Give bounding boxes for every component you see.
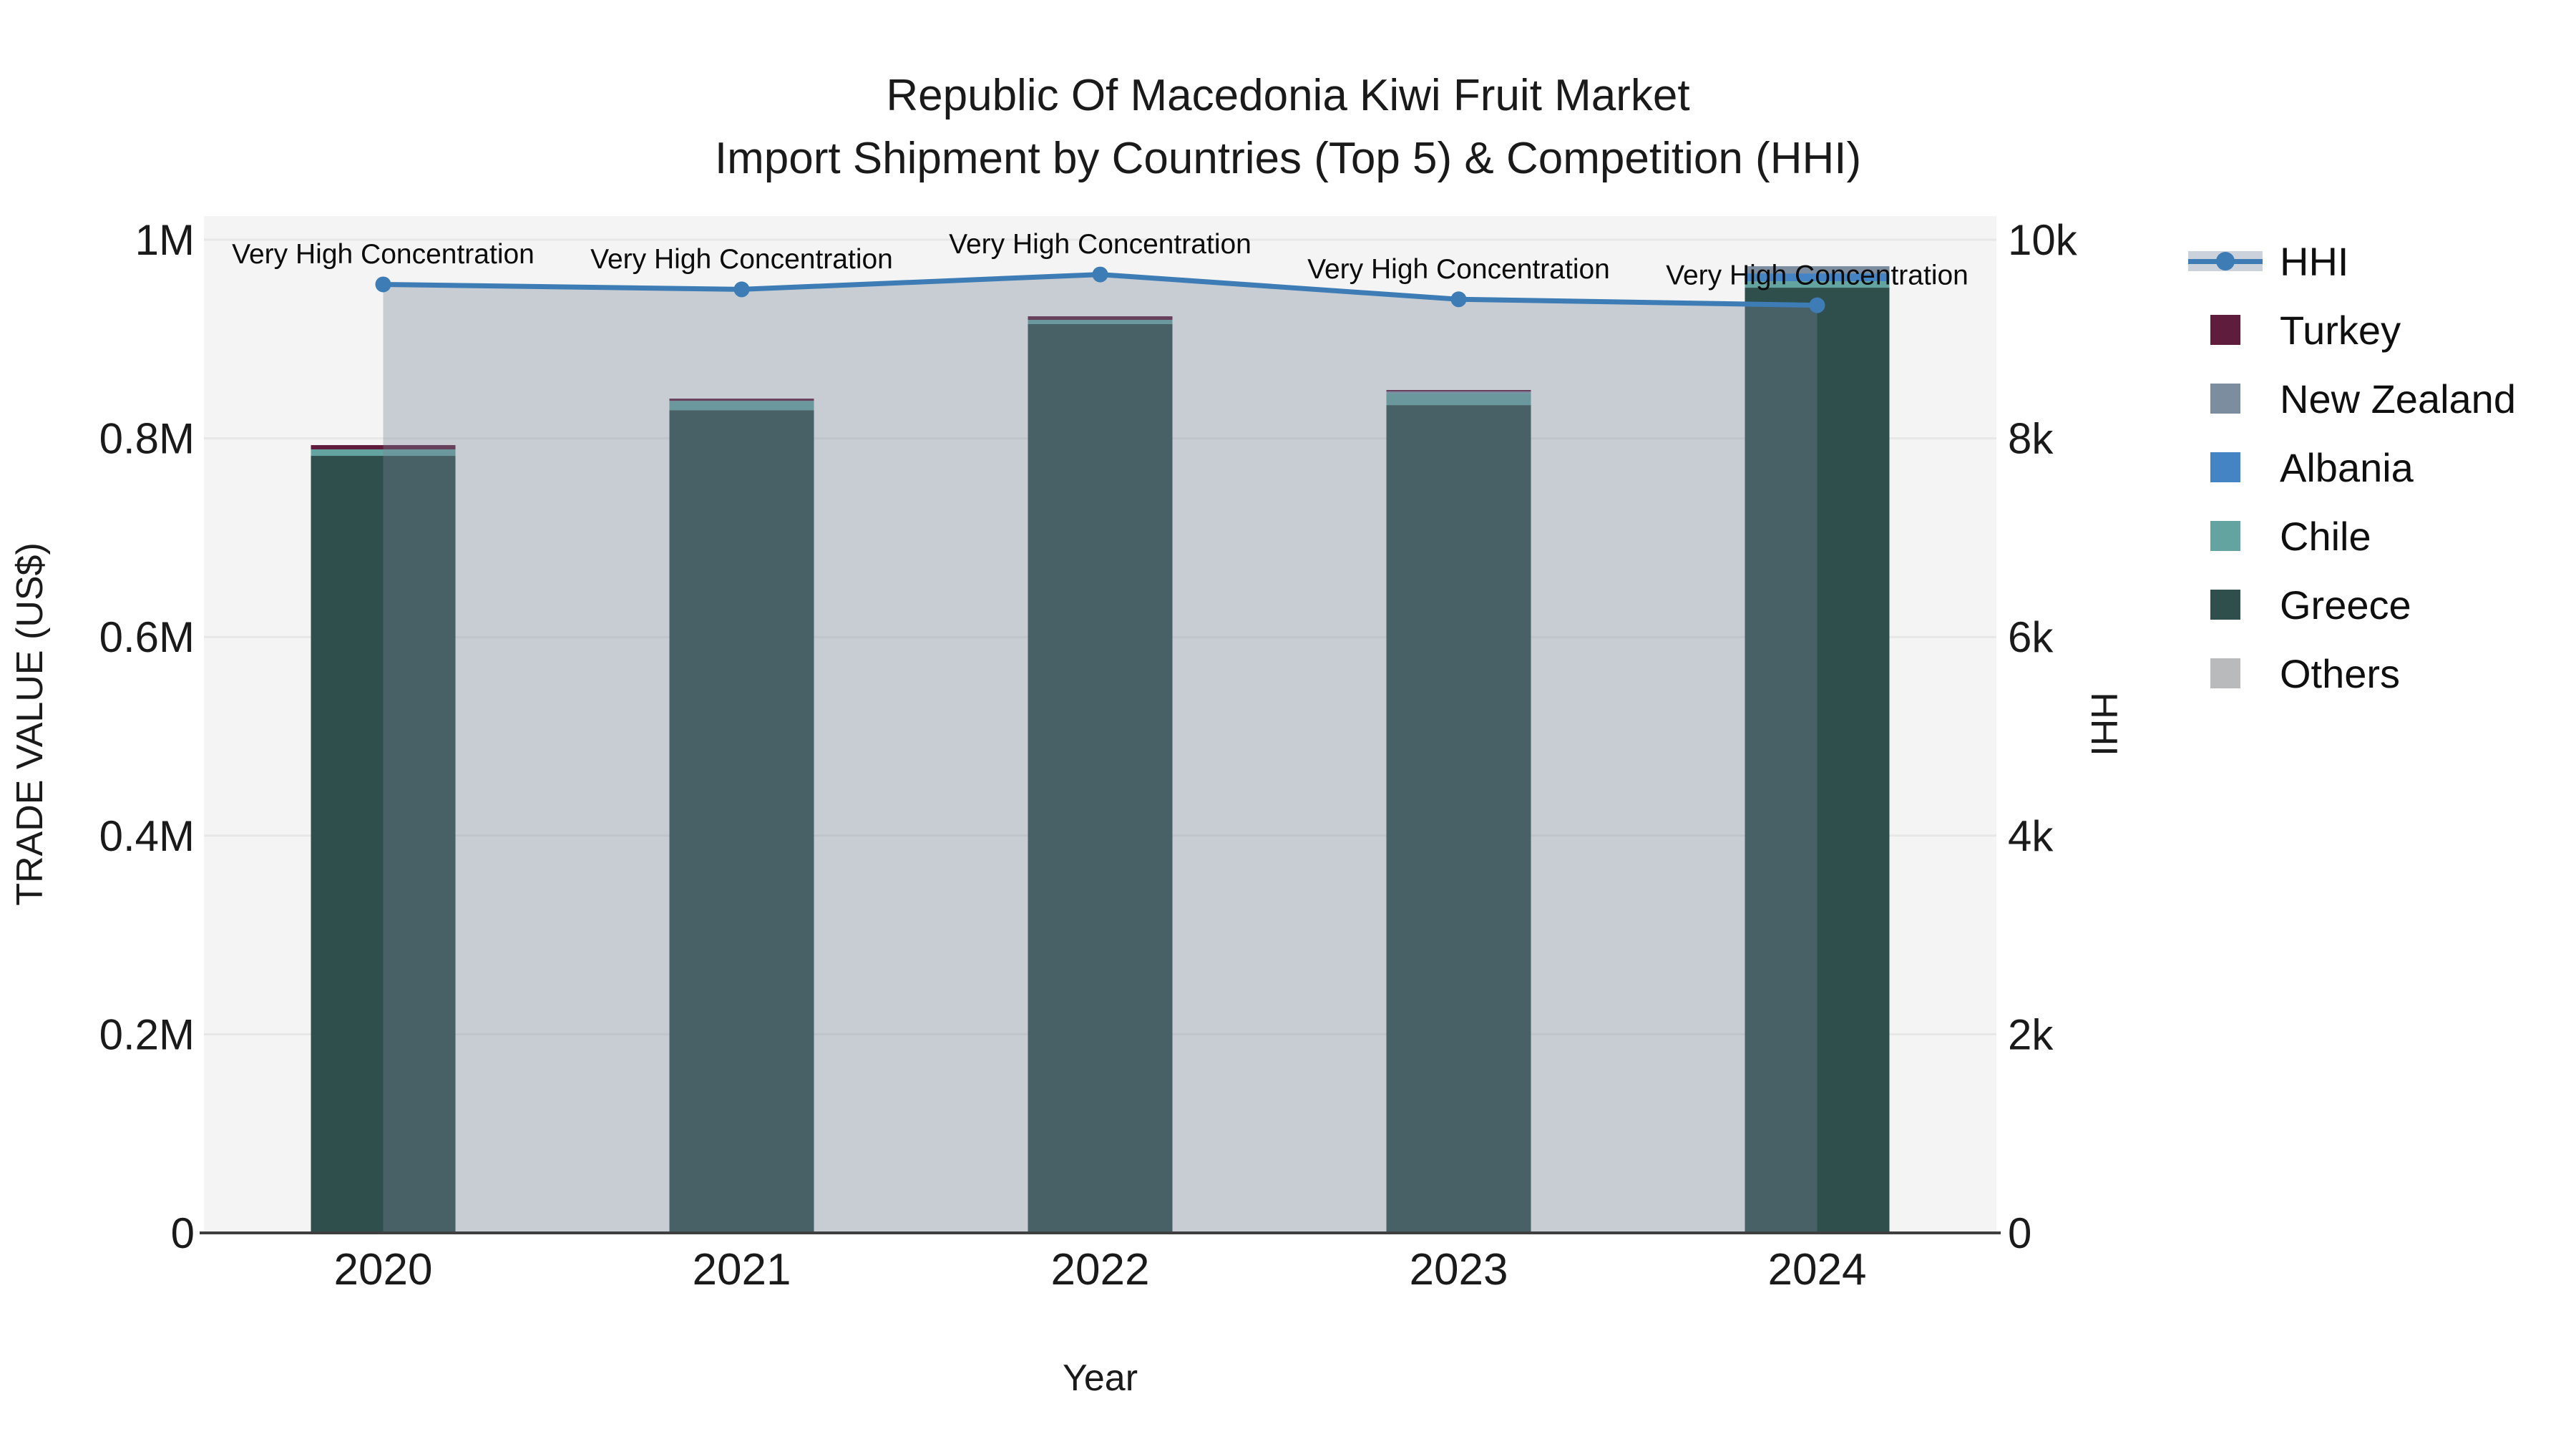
legend-label: Albania [2280,444,2414,490]
legend-item-new-zealand[interactable]: New Zealand [2188,364,2516,433]
y-left-tick-label: 0.4M [99,812,195,860]
turkey-swatch [2210,315,2240,345]
bar-segment-chile-2023[interactable] [1386,393,1531,406]
legend-label: Chile [2280,513,2371,559]
swatch-glyph [2188,452,2263,483]
hhi-area [383,274,1818,1234]
hhi-marker-swatch [2216,252,2235,270]
x-tick-label-2023: 2023 [1410,1245,1508,1294]
y-axis-right-title: HHI [2083,692,2124,756]
albania-swatch [2210,452,2240,482]
y-left-tick-label: 0.8M [99,415,195,463]
hhi-marker-2021[interactable] [733,281,750,298]
legend-item-turkey[interactable]: Turkey [2188,296,2516,364]
new-zealand-swatch [2210,384,2240,414]
x-tick-label-2021: 2021 [693,1245,791,1294]
y-right-tick-label: 6k [2008,613,2054,661]
bar-segment-turkey-2023[interactable] [1386,390,1531,392]
hhi-line-legend-glyph [2188,245,2263,277]
legend: HHI Turkey New Zealand Albania Chile Gre… [2188,227,2516,708]
bar-segment-chile-2020[interactable] [311,449,456,457]
legend-label: Turkey [2280,307,2401,353]
y-left-tick-label: 0.2M [99,1010,195,1058]
bar-segment-greece-2023[interactable] [1386,405,1531,1233]
hhi-marker-2024[interactable] [1809,297,1825,313]
chile-swatch [2210,521,2240,551]
swatch-glyph [2188,314,2263,346]
hhi-marker-2020[interactable] [375,276,391,293]
chart-subtitle: Import Shipment by Countries (Top 5) & C… [714,134,1862,183]
swatch-glyph [2188,658,2263,689]
swatch-glyph [2188,589,2263,620]
y-right-tick-label: 4k [2008,812,2054,860]
x-tick-label-2022: 2022 [1051,1245,1150,1294]
chart-title: Republic Of Macedonia Kiwi Fruit Market [886,71,1690,120]
legend-item-albania[interactable]: Albania [2188,433,2516,502]
bar-segment-greece-2024[interactable] [1745,288,1890,1233]
bar-segment-greece-2021[interactable] [669,410,814,1233]
legend-item-chile[interactable]: Chile [2188,502,2516,570]
bar-segment-chile-2022[interactable] [1028,320,1173,324]
y-right-tick-label: 2k [2008,1010,2054,1058]
bar-segment-greece-2022[interactable] [1028,323,1173,1234]
hhi-marker-2022[interactable] [1092,266,1108,283]
annotation-2021: Very High Concentration [590,244,893,275]
bar-segment-albania-2024[interactable] [1745,273,1890,282]
bar-segment-turkey-2020[interactable] [311,445,456,450]
annotation-2020: Very High Concentration [232,239,535,270]
legend-item-others[interactable]: Others [2188,639,2516,708]
bar-segment-greece-2020[interactable] [311,456,456,1233]
bar-segment-turkey-2021[interactable] [669,399,814,401]
y-right-tick-label: 8k [2008,415,2054,463]
legend-item-greece[interactable]: Greece [2188,570,2516,639]
legend-label: Greece [2280,582,2411,628]
legend-label: New Zealand [2280,376,2516,421]
y-left-tick-label: 1M [135,216,195,264]
legend-label: Others [2280,650,2401,696]
y-right-tick-label: 0 [2008,1209,2031,1257]
annotation-2022: Very High Concentration [949,229,1252,260]
hhi-marker-2023[interactable] [1450,291,1467,308]
bar-segment-chile-2024[interactable] [1745,281,1890,288]
bar-segment-chile-2021[interactable] [669,401,814,411]
legend-item-hhi[interactable]: HHI [2188,227,2516,296]
y-axis-left-title: TRADE VALUE (US$) [9,542,51,906]
bar-segment-turkey-2022[interactable] [1028,316,1173,321]
swatch-glyph [2188,520,2263,552]
y-right-tick-label: 10k [2008,216,2078,264]
y-left-tick-label: 0.6M [99,613,195,661]
bar-segment-new-zealand-2023[interactable] [1386,391,1531,394]
annotation-2024: Very High Concentration [1666,260,1968,291]
others-swatch [2210,658,2240,688]
annotation-2023: Very High Concentration [1307,254,1610,285]
x-tick-label-2020: 2020 [334,1245,433,1294]
x-axis-title: Year [1062,1357,1138,1399]
x-tick-label-2024: 2024 [1768,1245,1867,1294]
bar-segment-new-zealand-2024[interactable] [1745,266,1890,274]
y-left-tick-label: 0 [171,1209,195,1257]
greece-swatch [2210,590,2240,620]
swatch-glyph [2188,383,2263,414]
legend-label: HHI [2280,238,2349,284]
